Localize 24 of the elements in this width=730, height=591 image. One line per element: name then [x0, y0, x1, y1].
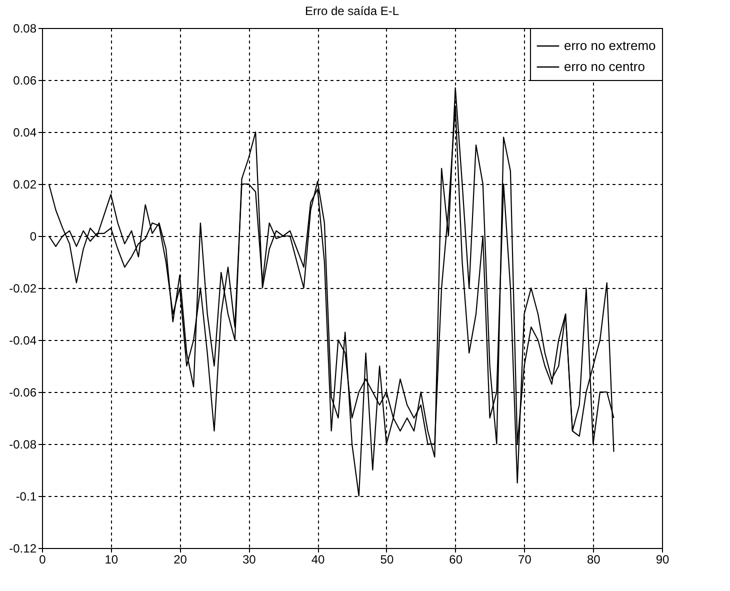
x-tick-label: 80: [586, 552, 601, 566]
y-tick-label: 0.06: [13, 74, 37, 88]
legend-label: erro no centro: [564, 59, 645, 74]
x-tick-label: 40: [311, 552, 326, 566]
x-tick-label: 70: [518, 552, 532, 566]
x-tick-label: 90: [656, 552, 670, 566]
x-tick-label: 10: [104, 552, 118, 566]
legend-label: erro no extremo: [564, 38, 656, 53]
x-tick-label: 20: [174, 552, 188, 566]
x-tick-label: 30: [242, 552, 256, 566]
chart-title: Erro de saída E-L: [304, 4, 400, 18]
y-tick-label: -0.06: [9, 386, 37, 400]
y-tick-label: 0.02: [13, 178, 37, 192]
y-tick-label: 0: [30, 230, 37, 244]
x-tick-label: 60: [449, 552, 463, 566]
y-tick-label: -0.1: [16, 490, 37, 504]
y-tick-label: 0.04: [13, 126, 37, 140]
x-tick-label: 0: [39, 552, 46, 566]
y-tick-label: -0.04: [9, 334, 37, 348]
y-tick-label: -0.02: [9, 282, 37, 296]
y-tick-label: 0.08: [13, 22, 37, 36]
y-tick-label: -0.12: [9, 542, 37, 556]
x-tick-label: 50: [380, 552, 394, 566]
y-tick-label: -0.08: [9, 438, 37, 452]
